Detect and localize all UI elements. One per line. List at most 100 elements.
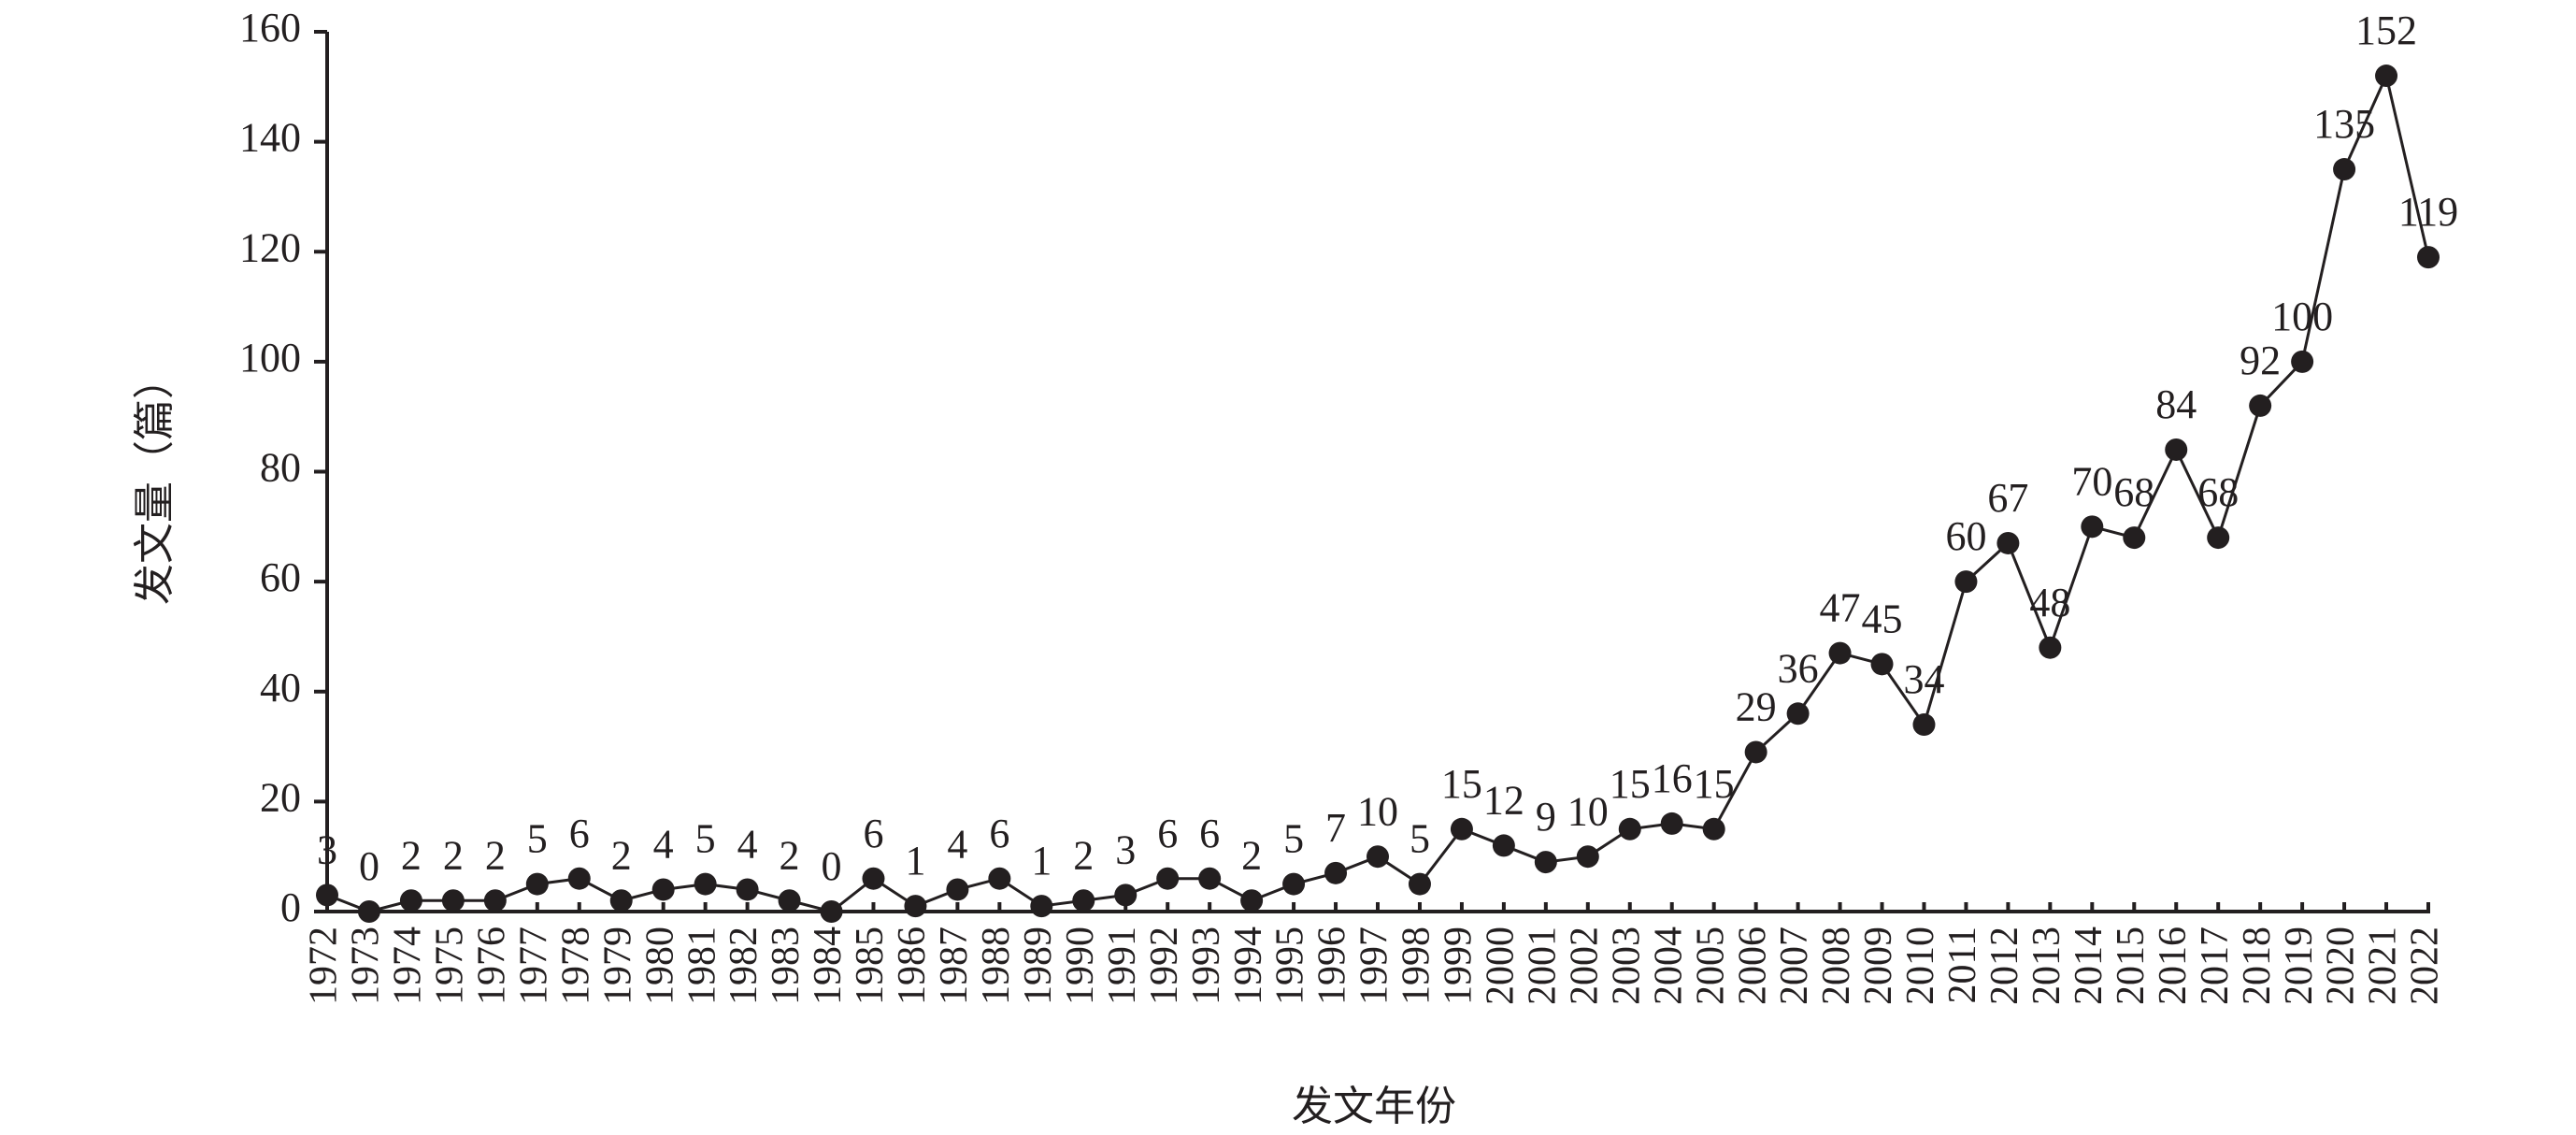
marker xyxy=(2375,65,2398,88)
x-tick-label: 1998 xyxy=(1395,927,1438,1005)
x-tick-label: 2015 xyxy=(2110,927,2153,1005)
data-label: 135 xyxy=(2313,101,2375,147)
x-tick-label: 2005 xyxy=(1689,927,1732,1005)
marker xyxy=(483,889,507,912)
data-label: 119 xyxy=(2398,189,2458,235)
data-label: 29 xyxy=(1736,684,1777,730)
data-label: 2 xyxy=(443,832,464,878)
x-tick-label: 1988 xyxy=(975,927,1018,1005)
x-tick-label: 1989 xyxy=(1017,927,1060,1005)
data-label: 68 xyxy=(2113,469,2154,515)
marker xyxy=(651,878,675,901)
data-label: 3 xyxy=(317,826,337,872)
data-label: 5 xyxy=(695,816,716,862)
marker xyxy=(1996,531,2020,554)
x-tick-label: 1974 xyxy=(387,927,430,1005)
x-tick-label: 1991 xyxy=(1101,927,1144,1005)
x-tick-label: 2011 xyxy=(1941,927,1984,1003)
x-tick-label: 2009 xyxy=(1857,927,1900,1005)
marker xyxy=(2417,246,2440,269)
marker xyxy=(399,889,422,912)
x-tick-label: 2022 xyxy=(2404,927,2447,1005)
data-label: 16 xyxy=(1652,755,1693,801)
x-tick-label: 1986 xyxy=(891,927,934,1005)
data-label: 12 xyxy=(1483,778,1524,824)
data-label: 45 xyxy=(1862,596,1903,641)
marker xyxy=(1492,834,1515,857)
data-label: 34 xyxy=(1903,656,1944,702)
marker xyxy=(2249,394,2272,417)
marker xyxy=(988,867,1011,890)
marker xyxy=(820,900,843,923)
data-label: 48 xyxy=(2029,580,2070,625)
x-tick-label: 2008 xyxy=(1815,927,1858,1005)
marker xyxy=(862,867,885,890)
data-label: 10 xyxy=(1357,788,1398,834)
marker xyxy=(946,878,969,901)
x-tick-label: 2012 xyxy=(1983,927,2026,1005)
data-label: 2 xyxy=(780,832,800,878)
x-tick-label: 2002 xyxy=(1563,927,1606,1005)
data-label: 7 xyxy=(1325,805,1346,851)
data-label: 15 xyxy=(1441,761,1482,807)
y-axis-title: 发文量（篇） xyxy=(132,358,178,605)
x-tick-label: 1980 xyxy=(638,927,681,1005)
x-tick-label: 1972 xyxy=(303,927,346,1005)
x-axis-title: 发文年份 xyxy=(1292,1084,1456,1129)
data-label: 6 xyxy=(863,811,883,856)
marker xyxy=(1282,872,1306,896)
data-label: 4 xyxy=(737,822,758,868)
marker xyxy=(567,867,591,890)
marker xyxy=(2081,515,2104,539)
y-tick-label: 80 xyxy=(260,445,301,491)
data-label: 3 xyxy=(1115,826,1136,872)
x-tick-label: 1981 xyxy=(680,927,723,1005)
data-label: 5 xyxy=(1283,816,1304,862)
x-tick-label: 1978 xyxy=(554,927,597,1005)
x-tick-label: 2004 xyxy=(1647,927,1690,1005)
x-tick-label: 1996 xyxy=(1311,927,1354,1005)
x-tick-label: 1983 xyxy=(765,927,808,1005)
marker xyxy=(2165,438,2188,461)
marker xyxy=(1114,884,1138,907)
data-label: 2 xyxy=(485,832,506,878)
data-label: 2 xyxy=(611,832,632,878)
data-label: 1 xyxy=(1031,838,1052,884)
data-label: 36 xyxy=(1778,645,1819,691)
data-label: 0 xyxy=(359,843,379,889)
marker xyxy=(904,895,927,918)
x-tick-label: 1975 xyxy=(429,927,472,1005)
data-label: 92 xyxy=(2240,338,2281,383)
data-label: 5 xyxy=(1410,816,1430,862)
y-tick-label: 0 xyxy=(280,884,301,930)
x-tick-label: 2000 xyxy=(1480,927,1523,1005)
data-label: 2 xyxy=(401,832,422,878)
x-tick-label: 1997 xyxy=(1353,927,1396,1005)
x-tick-label: 2001 xyxy=(1521,927,1564,1005)
x-tick-label: 1990 xyxy=(1059,927,1102,1005)
x-tick-label: 2007 xyxy=(1773,927,1816,1005)
marker xyxy=(1912,713,1936,737)
marker xyxy=(1072,889,1095,912)
y-tick-label: 140 xyxy=(239,115,301,161)
x-tick-label: 1985 xyxy=(849,927,892,1005)
marker xyxy=(609,889,633,912)
y-tick-label: 160 xyxy=(239,5,301,50)
marker xyxy=(1450,817,1473,840)
x-tick-label: 2019 xyxy=(2278,927,2321,1005)
marker xyxy=(1030,895,1053,918)
x-tick-label: 1995 xyxy=(1269,927,1312,1005)
x-tick-label: 2018 xyxy=(2236,927,2279,1005)
x-tick-label: 2017 xyxy=(2194,927,2237,1005)
data-label: 70 xyxy=(2071,458,2112,504)
marker xyxy=(525,872,549,896)
marker xyxy=(1324,861,1348,884)
y-tick-label: 40 xyxy=(260,665,301,711)
marker xyxy=(694,872,717,896)
marker xyxy=(736,878,759,901)
x-tick-label: 1977 xyxy=(512,927,555,1005)
marker xyxy=(357,900,380,923)
data-label: 2 xyxy=(1241,832,1262,878)
marker xyxy=(1240,889,1264,912)
